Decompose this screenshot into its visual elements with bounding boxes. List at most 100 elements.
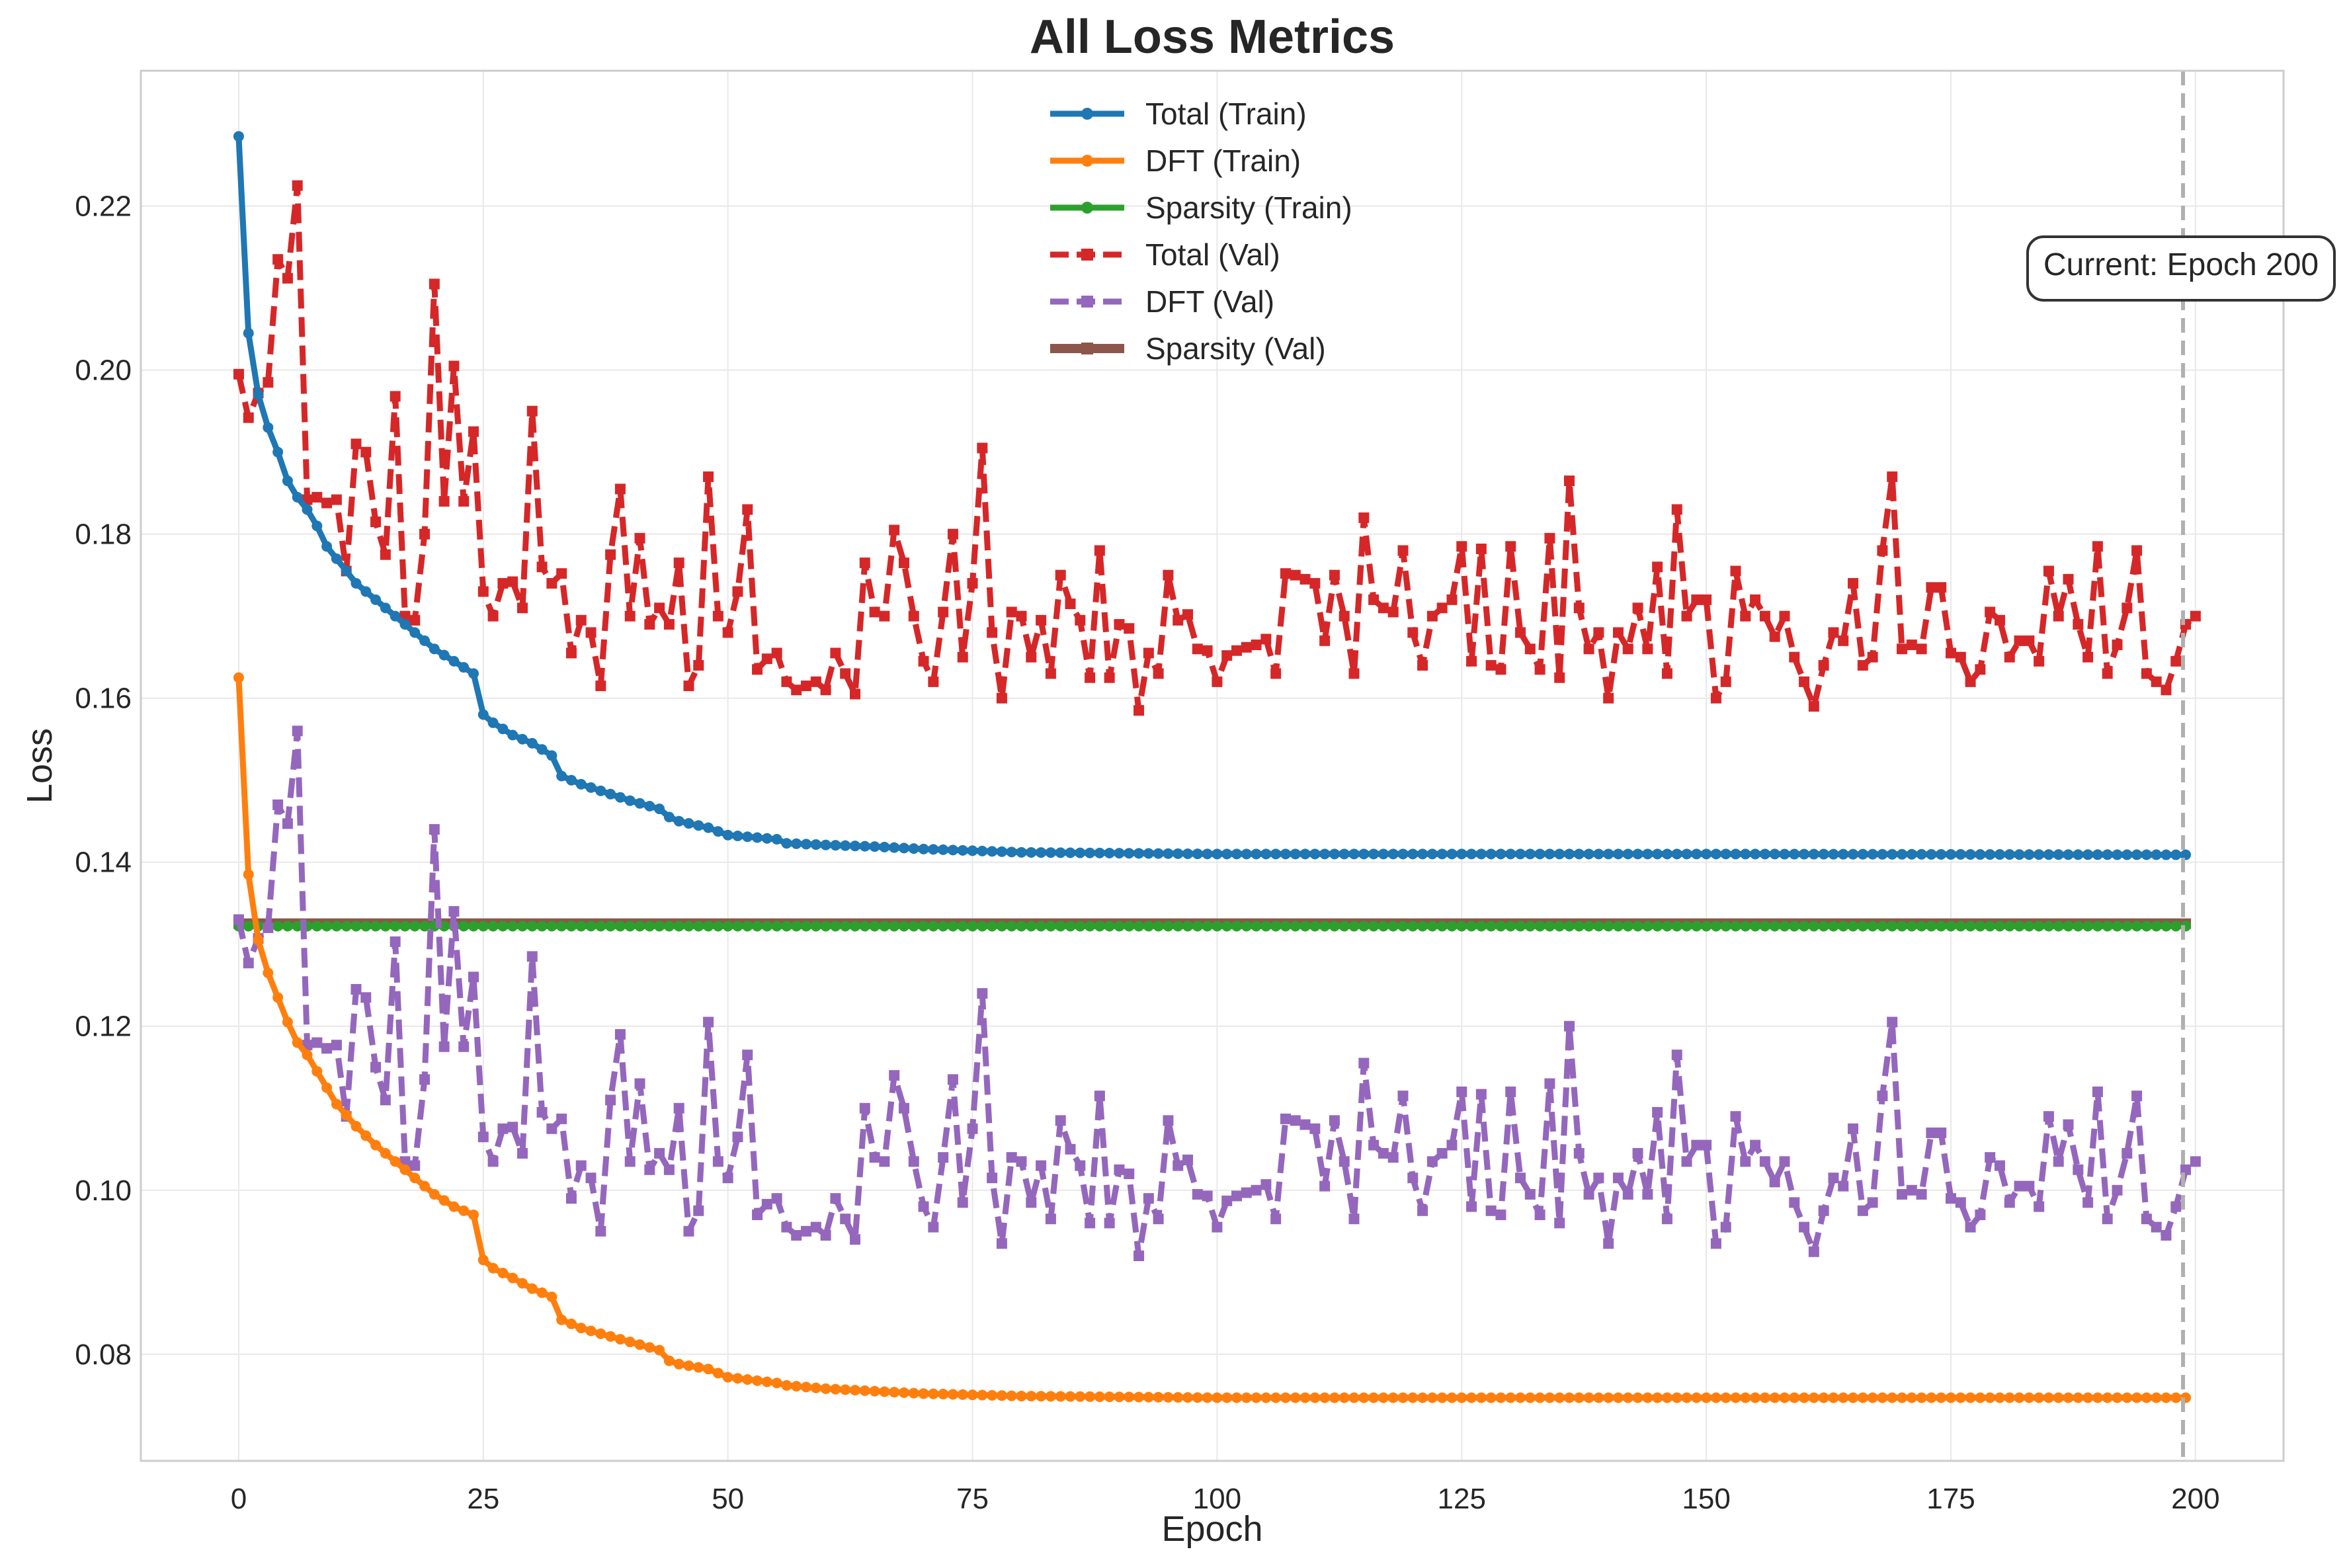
data-point [1153, 848, 1164, 859]
data-point [1329, 848, 1340, 860]
data-point [2092, 849, 2103, 860]
data-point [1241, 921, 1252, 932]
data-point [2122, 602, 2133, 614]
data-point [1769, 1176, 1780, 1188]
data-point [1906, 1392, 1917, 1403]
data-point [1065, 1391, 1076, 1402]
data-point [1075, 1160, 1086, 1171]
data-point [1466, 1201, 1477, 1212]
data-point [1730, 565, 1741, 577]
data-point [1426, 848, 1438, 860]
data-point [1221, 650, 1233, 661]
data-point [1075, 921, 1086, 932]
data-point [2014, 635, 2025, 646]
data-point [1339, 848, 1350, 860]
data-point [810, 839, 821, 850]
data-point [1573, 1392, 1585, 1403]
data-point [918, 655, 929, 667]
data-point [1173, 848, 1184, 859]
x-tick-label: 150 [1682, 1483, 1730, 1515]
data-point [1329, 569, 1340, 581]
data-point [2170, 921, 2182, 932]
data-point [1877, 545, 1888, 556]
data-point [2082, 921, 2094, 932]
data-point [1045, 921, 1056, 932]
data-point [1887, 921, 1898, 932]
data-point [1671, 1050, 1682, 1061]
data-point [1466, 1392, 1477, 1403]
data-point [1975, 1392, 1986, 1403]
data-point [977, 442, 988, 454]
data-point [1916, 1188, 1927, 1200]
data-point [1124, 921, 1135, 932]
data-point [1799, 1221, 1810, 1233]
data-point [1143, 1391, 1154, 1403]
data-point [732, 1373, 743, 1384]
data-point [556, 568, 567, 579]
data-point [605, 921, 616, 932]
data-point [302, 504, 313, 515]
data-point [722, 921, 733, 932]
data-point [1799, 1392, 1810, 1403]
data-point [1877, 921, 1888, 932]
data-point [1426, 610, 1438, 622]
data-point [889, 1387, 900, 1398]
data-point [2102, 921, 2113, 932]
data-point [1671, 921, 1682, 932]
data-point [233, 672, 244, 683]
data-point [1368, 921, 1380, 932]
data-point [850, 688, 860, 700]
data-point [712, 1156, 723, 1167]
data-point [2053, 610, 2064, 622]
data-point [575, 778, 587, 790]
data-point [458, 662, 470, 673]
data-point [516, 602, 528, 614]
data-point [1799, 921, 1810, 932]
data-point [879, 1156, 890, 1167]
data-point [497, 1123, 509, 1134]
legend-entry: DFT (Train) [1050, 144, 1301, 178]
data-point [1202, 1392, 1213, 1403]
data-point [1612, 1173, 1624, 1184]
data-point [1916, 848, 1927, 860]
data-point [1701, 594, 1712, 605]
data-point [1955, 848, 1966, 860]
data-point [605, 1094, 616, 1106]
data-point [1280, 568, 1291, 579]
data-point [516, 1147, 528, 1159]
data-point [1104, 1391, 1115, 1403]
data-point [585, 921, 597, 932]
data-point [341, 921, 352, 932]
data-point [1251, 1184, 1262, 1196]
legend-marker [1081, 249, 1093, 261]
data-point [2034, 1201, 2045, 1212]
data-point [2073, 921, 2084, 932]
data-point [781, 1221, 792, 1233]
data-point [263, 968, 274, 979]
data-point [321, 1043, 333, 1054]
y-tick-label: 0.18 [75, 518, 132, 551]
data-point [233, 914, 244, 925]
data-point [1182, 609, 1194, 620]
x-tick-label: 25 [467, 1483, 499, 1515]
data-point [1897, 1188, 1908, 1200]
data-point [1916, 643, 1927, 655]
data-point [390, 1156, 401, 1167]
data-point [477, 1255, 489, 1266]
data-point [1750, 848, 1761, 860]
data-point [938, 606, 949, 618]
data-point [1339, 1156, 1350, 1167]
data-point [546, 921, 557, 932]
data-point [781, 1380, 792, 1391]
data-point [1759, 610, 1770, 622]
data-point [1622, 1392, 1633, 1403]
data-point [1612, 1392, 1624, 1403]
data-point [771, 1378, 782, 1389]
data-point [1475, 921, 1487, 932]
data-point [1231, 1190, 1242, 1202]
data-point [1848, 1392, 1859, 1403]
data-point [1114, 848, 1125, 859]
series-sparsity-train [233, 921, 2192, 932]
data-point [869, 606, 880, 618]
annotation-text: Current: Epoch 200 [2043, 247, 2319, 282]
